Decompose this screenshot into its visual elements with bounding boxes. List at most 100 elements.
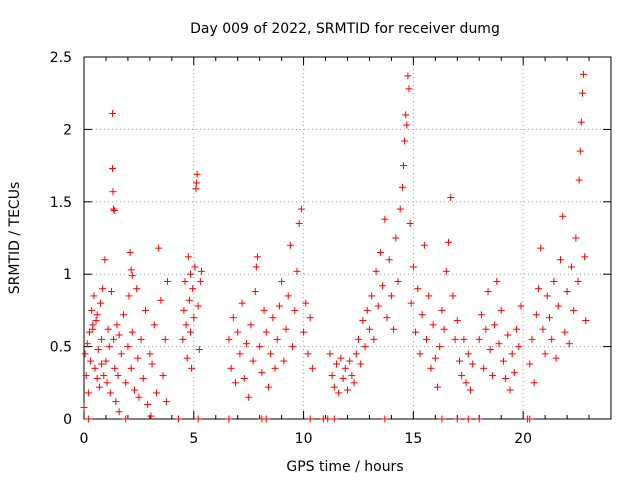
data-point	[447, 193, 455, 201]
data-point	[126, 248, 134, 256]
data-point	[141, 306, 149, 314]
data-point	[234, 328, 242, 336]
data-point	[363, 306, 371, 314]
data-point	[475, 335, 483, 343]
data-point	[543, 292, 551, 300]
data-point	[554, 302, 562, 310]
data-point	[249, 357, 257, 365]
data-point	[127, 266, 135, 274]
y-tick-label: 2.5	[50, 50, 72, 66]
data-point	[188, 364, 196, 372]
data-point	[117, 350, 125, 358]
data-point	[453, 415, 461, 423]
data-point	[406, 220, 414, 228]
data-point	[374, 302, 382, 310]
data-point	[186, 328, 194, 336]
data-point	[469, 360, 477, 368]
data-point	[486, 345, 494, 353]
data-point	[565, 340, 573, 348]
data-point	[431, 354, 439, 362]
data-point	[326, 350, 334, 358]
data-point	[488, 372, 496, 380]
data-point	[460, 335, 468, 343]
data-point	[556, 256, 564, 264]
data-point	[381, 215, 389, 223]
data-point	[563, 288, 571, 296]
data-point	[423, 335, 431, 343]
data-point	[404, 72, 412, 80]
data-point	[135, 393, 143, 401]
data-point	[96, 299, 104, 307]
data-point	[122, 379, 130, 387]
data-point	[398, 183, 406, 191]
data-point	[515, 343, 523, 351]
data-point	[385, 256, 393, 264]
data-point	[506, 386, 514, 394]
data-point	[92, 317, 100, 325]
data-point	[137, 335, 145, 343]
data-point	[109, 164, 117, 172]
data-point	[464, 415, 472, 423]
data-point	[278, 277, 286, 285]
data-point	[497, 306, 505, 314]
data-point	[150, 321, 158, 329]
data-point	[451, 335, 459, 343]
data-point	[251, 288, 259, 296]
data-point	[293, 267, 301, 275]
data-point	[537, 244, 545, 252]
data-point	[418, 311, 426, 319]
data-point	[93, 374, 101, 382]
data-point	[354, 335, 362, 343]
data-point	[394, 277, 402, 285]
data-point	[306, 415, 314, 423]
data-point	[574, 277, 582, 285]
data-point	[196, 277, 204, 285]
data-point	[495, 340, 503, 348]
data-point	[105, 343, 113, 351]
data-point	[339, 374, 347, 382]
data-point	[337, 354, 345, 362]
data-point	[510, 369, 518, 377]
data-point	[390, 325, 398, 333]
data-point	[300, 328, 308, 336]
data-point	[186, 270, 194, 278]
data-point	[157, 296, 165, 304]
x-tick-label: 20	[514, 431, 532, 447]
data-point	[513, 325, 521, 333]
data-point	[405, 85, 413, 93]
data-point	[182, 321, 190, 329]
data-point	[425, 292, 433, 300]
data-point	[306, 314, 314, 322]
data-point	[550, 277, 558, 285]
data-point	[580, 70, 588, 78]
data-point	[504, 331, 512, 339]
data-point	[438, 306, 446, 314]
data-point	[194, 415, 202, 423]
data-point	[90, 292, 98, 300]
data-point	[124, 343, 132, 351]
data-point	[304, 350, 312, 358]
data-point	[146, 350, 154, 358]
data-point	[179, 335, 187, 343]
x-tick-label: 10	[295, 431, 313, 447]
data-point	[561, 328, 569, 336]
data-point	[110, 206, 118, 214]
data-point	[85, 328, 93, 336]
data-point	[442, 267, 450, 275]
data-point	[190, 314, 198, 322]
data-point	[402, 111, 410, 119]
data-point	[174, 415, 182, 423]
data-point	[546, 314, 554, 322]
data-point	[133, 285, 141, 293]
data-point	[238, 299, 246, 307]
y-tick-label: 0	[63, 412, 72, 428]
data-point	[262, 415, 270, 423]
data-point	[420, 241, 428, 249]
data-point	[462, 379, 470, 387]
data-point	[530, 379, 538, 387]
data-point	[94, 345, 102, 353]
data-point	[409, 263, 417, 271]
data-point	[240, 374, 248, 382]
data-point	[232, 379, 240, 387]
data-point	[482, 325, 490, 333]
